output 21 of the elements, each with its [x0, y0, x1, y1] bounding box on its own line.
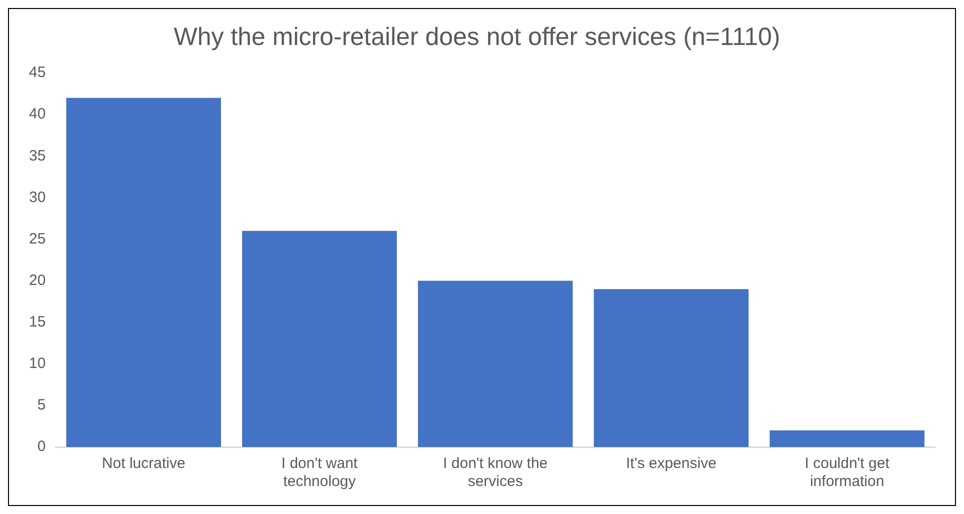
y-tick-label: 5 [37, 396, 46, 414]
x-tick-label: I couldn't get information [804, 455, 890, 490]
bar [66, 98, 221, 447]
y-tick-label: 10 [28, 355, 46, 372]
y-tick-label: 15 [28, 313, 46, 330]
x-tick-label: Not lucrative [102, 455, 186, 472]
y-tick-label: 40 [28, 106, 46, 123]
bar [418, 280, 573, 447]
bar [242, 230, 397, 447]
y-tick-label: 25 [28, 230, 46, 248]
y-tick-label: 45 [28, 64, 46, 82]
y-tick-label: 20 [28, 272, 46, 289]
bar [770, 430, 924, 447]
y-tick-label: 30 [28, 188, 46, 206]
x-tick-label: I don't want technology [281, 455, 358, 490]
y-tick-label: 35 [28, 147, 46, 164]
bar [594, 289, 749, 447]
x-tick-label: It's expensive [626, 455, 716, 472]
y-tick-label: 0 [37, 438, 46, 456]
x-tick-label: I don't know the services [443, 455, 548, 490]
chart-title: Why the micro-retailer does not offer services (n=1110) [174, 22, 780, 51]
